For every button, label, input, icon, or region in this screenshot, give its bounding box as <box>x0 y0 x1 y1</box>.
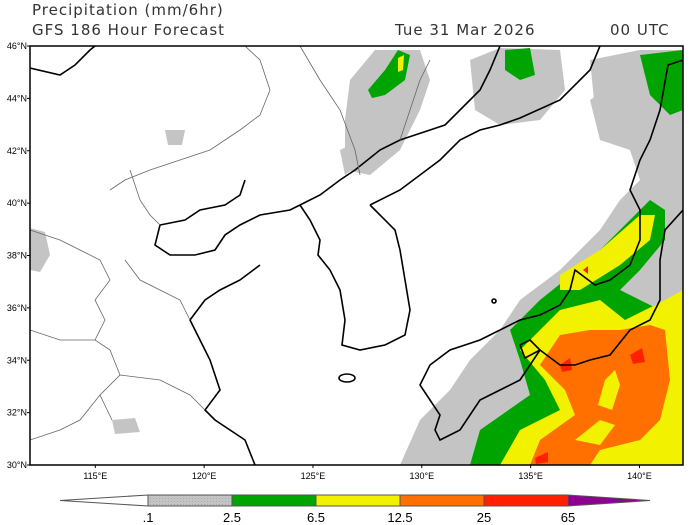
lon-tick-label: 115°E <box>83 471 107 481</box>
colorbar-segment <box>231 494 317 507</box>
coastlines <box>30 46 683 465</box>
lat-tick-label: 38°N <box>7 251 27 261</box>
lat-tick-label: 44°N <box>7 93 27 103</box>
lon-axis: 115°E 120°E 125°E 130°E 135°E 140°E <box>83 465 652 481</box>
lon-tick-label: 135°E <box>518 471 543 481</box>
lat-tick-label: 32°N <box>7 408 27 418</box>
lon-tick-label: 130°E <box>409 471 434 481</box>
lat-tick-label: 30°N <box>7 460 27 470</box>
colorbar-segment <box>483 494 569 507</box>
colorbar-segment-above <box>567 494 651 507</box>
lon-tick-label: 140°E <box>627 471 652 481</box>
chart-title: Precipitation (mm/6hr) <box>32 1 224 19</box>
colorbar: .1 2.5 6.5 12.5 25 65 <box>59 494 651 525</box>
colorbar-label: 12.5 <box>387 510 412 525</box>
colorbar-segment <box>147 494 233 507</box>
borders <box>30 46 431 441</box>
colorbar-label: 2.5 <box>223 510 241 525</box>
lat-axis: 46°N 44°N 42°N 40°N 38°N 36°N 34°N 32°N 30°N <box>7 41 30 470</box>
colorbar-label: 65 <box>561 510 575 525</box>
colorbar-label: 6.5 <box>307 510 325 525</box>
colorbar-segment-below <box>59 494 149 507</box>
lon-tick-label: 120°E <box>192 471 217 481</box>
colorbar-segment <box>315 494 401 507</box>
lat-tick-label: 40°N <box>7 198 27 208</box>
valid-time: 00 UTC <box>610 21 670 39</box>
lat-tick-label: 42°N <box>7 146 27 156</box>
lat-tick-label: 36°N <box>7 303 27 313</box>
colorbar-label: .1 <box>143 510 154 525</box>
lat-tick-label: 34°N <box>7 355 27 365</box>
precip-field <box>30 48 683 465</box>
valid-date: Tue 31 Mar 2026 <box>395 21 536 39</box>
lat-tick-label: 46°N <box>7 41 27 51</box>
colorbar-segment <box>399 494 485 507</box>
chart-subtitle: GFS 186 Hour Forecast <box>32 21 226 39</box>
lon-tick-label: 125°E <box>301 471 326 481</box>
colorbar-label: 25 <box>477 510 491 525</box>
precip-level-yellow-inner <box>575 370 620 445</box>
